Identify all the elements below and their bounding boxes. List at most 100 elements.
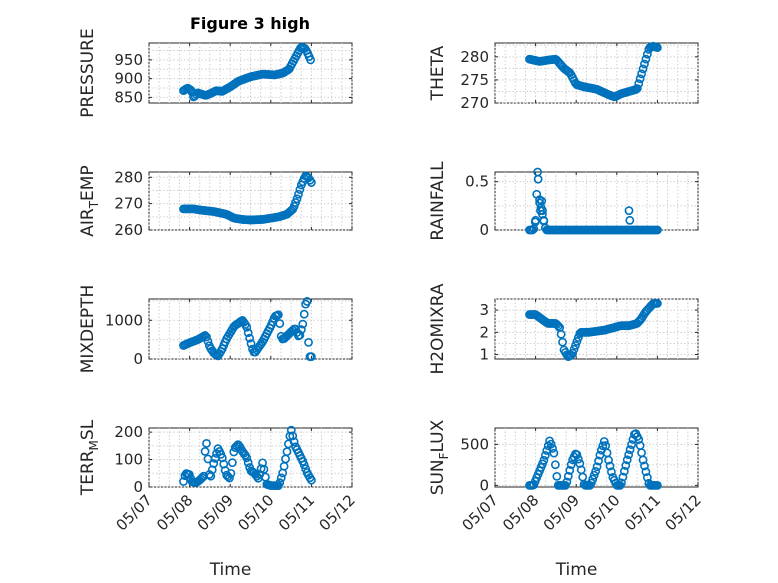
- subplot-mixdepth: 0 1000 MIXDEPTH: [78, 285, 353, 373]
- data-point: [179, 477, 188, 486]
- y-tick-label: 200: [114, 423, 143, 441]
- y-tick-label: 280: [114, 168, 143, 186]
- data-point: [294, 189, 303, 199]
- data-point: [550, 460, 560, 470]
- x-tick-label: 05/11: [621, 491, 664, 534]
- data-point: [242, 453, 252, 463]
- data-point: [594, 456, 603, 466]
- y-tick-label: 270: [460, 94, 489, 112]
- data-point: [288, 431, 298, 441]
- data-point: [546, 439, 556, 449]
- data-point: [298, 319, 308, 329]
- data-point: [562, 477, 572, 487]
- data-point: [306, 352, 316, 362]
- data-point: [275, 319, 285, 328]
- y-tick-label: 0: [479, 476, 489, 494]
- x-tick-label: 05/11: [275, 491, 318, 534]
- data-point: [245, 333, 255, 343]
- data-point: [625, 215, 635, 225]
- data-point: [622, 455, 632, 465]
- y-tick-label: 850: [114, 88, 143, 106]
- data-point: [306, 475, 316, 485]
- data-point: [569, 344, 579, 354]
- data-point: [306, 55, 315, 65]
- y-tick-label: 900: [114, 70, 143, 88]
- data-point: [295, 330, 305, 340]
- data-point: [625, 445, 635, 455]
- data-point: [592, 462, 602, 472]
- data-point: [533, 167, 543, 177]
- subplot-h2omixra: 1 2 3 H2OMIXRA: [428, 283, 699, 375]
- figure-title: Figure 3 high: [190, 14, 310, 33]
- y-tick-label: 3: [479, 301, 489, 319]
- y-tick-label: 100: [114, 451, 143, 469]
- data-point: [259, 464, 269, 474]
- y-axis-label: AIRTEMP: [78, 165, 101, 236]
- y-tick-label: 270: [114, 195, 143, 213]
- data-point: [640, 59, 649, 69]
- data-point: [638, 64, 648, 74]
- data-point: [618, 472, 628, 482]
- data-point: [225, 473, 234, 483]
- data-point: [617, 478, 626, 488]
- data-point: [556, 329, 566, 339]
- data-point: [598, 441, 608, 451]
- x-tick-label: 05/09: [540, 491, 583, 534]
- data-point: [552, 471, 562, 481]
- data-point: [246, 339, 256, 349]
- y-tick-label: 2: [479, 323, 489, 341]
- y-axis-label: THETA: [428, 45, 448, 101]
- data-point: [292, 194, 302, 204]
- data-point: [637, 69, 646, 79]
- x-tick-label: 05/09: [194, 491, 237, 534]
- data-point: [549, 448, 559, 458]
- data-point: [243, 458, 253, 468]
- data-point: [200, 447, 210, 456]
- data-point: [627, 440, 636, 449]
- data-point: [243, 328, 253, 338]
- y-axis-label: TERRMSL: [78, 419, 101, 496]
- data-point: [202, 332, 211, 342]
- data-point: [624, 206, 634, 216]
- data-point: [299, 460, 309, 470]
- data-point: [621, 461, 631, 470]
- y-tick-label: 260: [114, 221, 143, 239]
- subplot-theta: 270 275 280 THETA: [428, 41, 699, 112]
- data-point: [607, 467, 616, 477]
- x-tick-label: 05/08: [499, 491, 542, 534]
- data-point: [586, 478, 596, 488]
- y-tick-label: 500: [460, 435, 489, 453]
- data-point: [624, 450, 634, 460]
- data-point: [638, 455, 648, 465]
- data-point: [538, 206, 547, 216]
- data-point: [306, 178, 316, 187]
- data-point: [276, 473, 286, 483]
- y-axis-label: H2OMIXRA: [428, 283, 448, 374]
- data-point: [539, 455, 549, 465]
- y-tick-label: 0: [133, 478, 143, 496]
- y-tick-label: 0: [479, 221, 489, 239]
- data-point: [653, 43, 662, 53]
- y-tick-label: 1: [479, 346, 489, 364]
- data-point: [558, 337, 567, 347]
- data-point: [566, 460, 576, 470]
- data-point: [572, 337, 582, 346]
- data-point: [286, 425, 296, 435]
- x-tick-label: 05/08: [153, 491, 196, 534]
- data-point: [604, 455, 613, 465]
- x-axis-label: Time: [555, 560, 598, 580]
- data-point: [619, 466, 629, 476]
- data-point: [589, 470, 599, 480]
- x-tick-label: 05/12: [316, 491, 359, 534]
- data-point: [209, 459, 219, 468]
- data-point: [197, 473, 207, 483]
- y-tick-label: 950: [114, 51, 143, 69]
- subplot-air-temp: 260 270 280 AIRTEMP: [78, 165, 353, 239]
- data-point: [641, 54, 651, 64]
- y-tick-label: 0.5: [465, 173, 489, 191]
- data-point: [605, 461, 615, 471]
